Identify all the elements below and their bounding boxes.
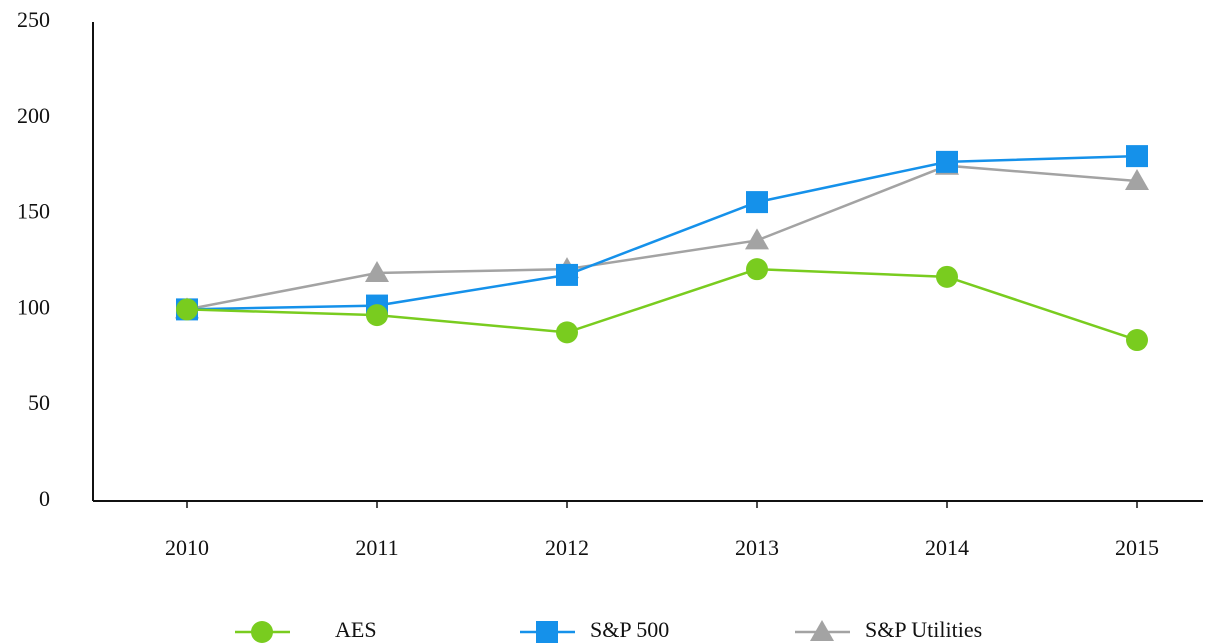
y-tick-label: 250 [17, 7, 50, 32]
y-tick-label: 200 [17, 103, 50, 128]
x-tick-label: 2012 [545, 535, 589, 560]
y-tick-label: 0 [39, 486, 50, 511]
legend-label: S&P Utilities [865, 617, 982, 642]
data-point [556, 263, 578, 286]
data-point [746, 191, 768, 214]
series-line [186, 267, 1138, 342]
data-point [1125, 169, 1149, 191]
data-point [556, 321, 578, 344]
y-tick-label: 100 [17, 294, 50, 319]
legend-marker [251, 621, 273, 643]
x-tick-label: 2010 [165, 535, 209, 560]
legend-label: AES [335, 617, 377, 642]
y-tick-label: 150 [17, 199, 50, 224]
x-tick-label: 2015 [1115, 535, 1159, 560]
data-point [1126, 145, 1148, 168]
data-point [176, 298, 198, 321]
data-point [745, 228, 769, 250]
legend-label: S&P 500 [590, 617, 669, 642]
legend-marker [810, 620, 834, 641]
data-point [1126, 329, 1148, 352]
legend-marker [536, 621, 558, 643]
data-point [365, 260, 389, 282]
data-point [746, 258, 768, 281]
series-line [186, 154, 1138, 311]
x-tick-label: 2011 [355, 535, 398, 560]
data-point [936, 265, 958, 288]
data-point [936, 150, 958, 173]
x-tick-label: 2014 [925, 535, 969, 560]
x-tick-label: 2013 [735, 535, 779, 560]
data-point [366, 304, 388, 327]
y-tick-label: 50 [28, 390, 50, 415]
series-line [186, 164, 1138, 311]
